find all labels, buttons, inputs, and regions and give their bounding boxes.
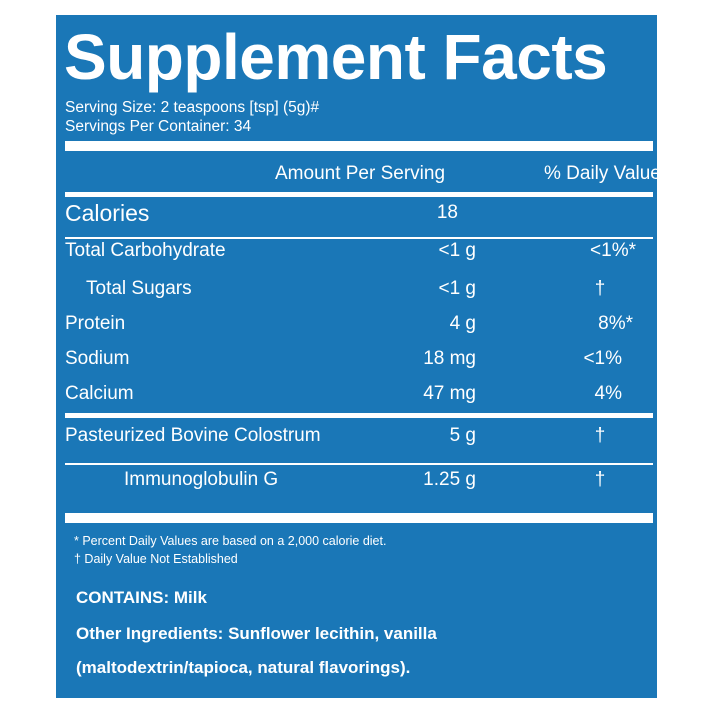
- nutrient-amount: <1 g: [438, 240, 476, 261]
- nutrient-label: Total Carbohydrate: [65, 240, 226, 261]
- nutrient-amount: 18 mg: [423, 348, 476, 369]
- supplement-facts-panel: Supplement Facts Serving Size: 2 teaspoo…: [56, 15, 661, 698]
- nutrient-row-sodium: Sodium 18 mg <1%: [56, 346, 657, 372]
- panel-title: Supplement Facts: [64, 21, 608, 93]
- footnote-not-established: † Daily Value Not Established: [74, 552, 238, 566]
- nutrient-label: Calories: [65, 200, 150, 226]
- col-header-daily-value: % Daily Value: [544, 163, 661, 184]
- nutrient-daily-value: <1%*: [590, 240, 636, 261]
- nutrient-label: Sodium: [65, 348, 130, 369]
- servings-per-container: Servings Per Container: 34: [65, 118, 252, 135]
- ingredient-label: Pasteurized Bovine Colostrum: [65, 425, 321, 446]
- row-divider: [65, 237, 653, 239]
- serving-size: Serving Size: 2 teaspoons [tsp] (5g)#: [65, 99, 320, 116]
- nutrient-label: Protein: [65, 313, 126, 334]
- ingredient-row-immunoglobulin-g: Immunoglobulin G 1.25 g †: [56, 467, 657, 493]
- nutrient-label: Total Sugars: [86, 278, 192, 299]
- nutrient-row-total-sugars: Total Sugars <1 g †: [56, 276, 657, 302]
- thick-rule-top: [65, 141, 653, 151]
- nutrient-daily-value: <1%: [583, 348, 622, 369]
- nutrient-daily-value: 8%*: [598, 313, 633, 334]
- other-ingredients-line-1: Other Ingredients: Sunflower lecithin, v…: [76, 624, 437, 643]
- nutrient-row-total-carbohydrate: Total Carbohydrate <1 g <1%*: [56, 238, 657, 264]
- nutrient-row-protein: Protein 4 g 8%*: [56, 311, 657, 337]
- row-divider: [65, 463, 653, 465]
- nutrient-label: Calcium: [65, 383, 134, 404]
- allergen-statement: CONTAINS: Milk: [76, 588, 207, 607]
- ingredient-amount: 1.25 g: [423, 469, 476, 490]
- nutrient-daily-value: †: [594, 278, 606, 299]
- nutrient-row-calcium: Calcium 47 mg 4%: [56, 381, 657, 407]
- nutrient-amount: 18: [436, 202, 458, 223]
- nutrient-amount: 47 mg: [423, 383, 476, 404]
- footnote-daily-values: * Percent Daily Values are based on a 2,…: [74, 534, 387, 548]
- thick-rule-bottom: [65, 513, 653, 523]
- nutrient-amount: 4 g: [449, 313, 476, 334]
- nutrient-row-calories: Calories 18: [56, 200, 657, 226]
- col-header-amount: Amount Per Serving: [275, 163, 446, 184]
- nutrient-amount: <1 g: [438, 278, 476, 299]
- ingredient-row-colostrum: Pasteurized Bovine Colostrum 5 g †: [56, 423, 657, 449]
- nutrient-daily-value: 4%: [594, 383, 622, 404]
- rule-below-header: [65, 192, 653, 197]
- other-ingredients-line-2: (maltodextrin/tapioca, natural flavoring…: [76, 658, 411, 677]
- ingredient-daily-value: †: [594, 469, 606, 490]
- ingredient-daily-value: †: [594, 425, 606, 446]
- ingredient-label: Immunoglobulin G: [124, 469, 279, 490]
- ingredient-amount: 5 g: [449, 425, 476, 446]
- thick-rule-middle: [65, 413, 653, 418]
